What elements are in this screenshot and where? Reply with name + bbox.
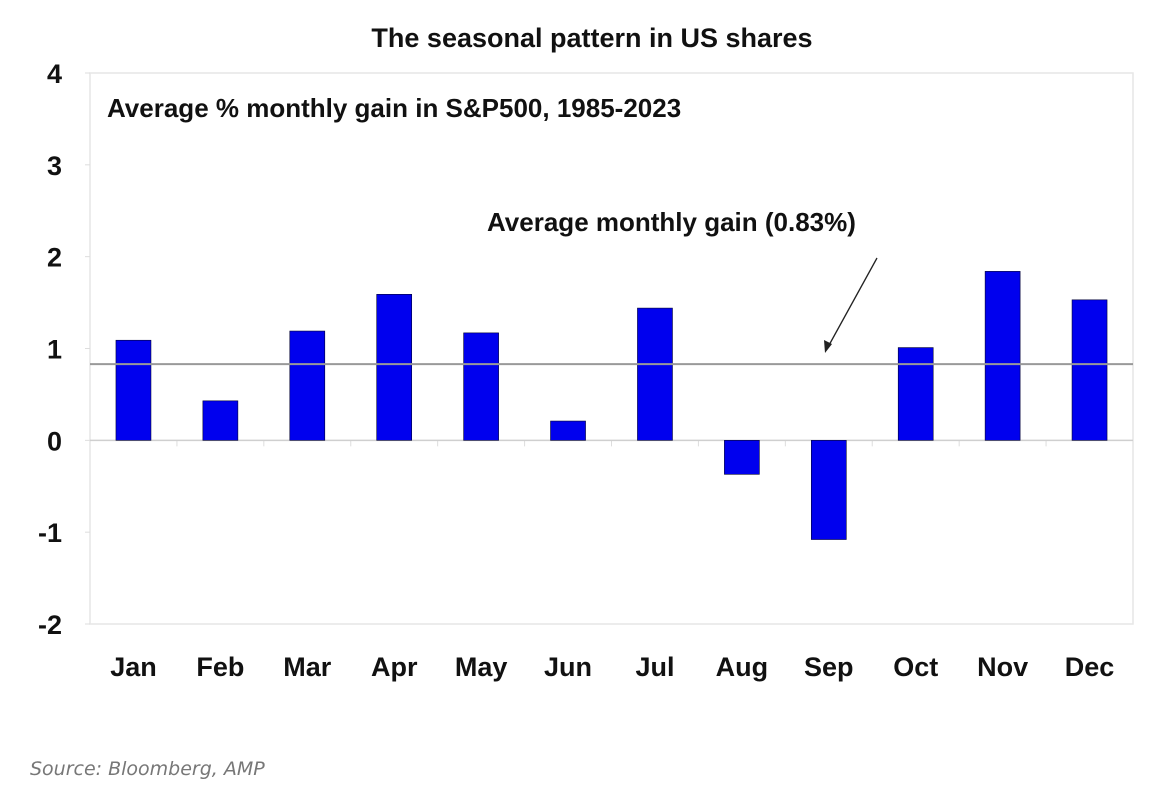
annotation-arrow: [824, 257, 878, 353]
bar-dec: [1071, 299, 1108, 441]
x-tick-label: Jan: [110, 652, 157, 682]
x-tick-label: Jun: [544, 652, 592, 682]
y-tick-label: 1: [47, 335, 62, 365]
x-tick-label: Sep: [804, 652, 854, 682]
x-tick-label: Dec: [1065, 652, 1115, 682]
bar-aug: [724, 440, 760, 475]
bar-sep: [810, 440, 847, 540]
bar-jul: [637, 307, 673, 441]
y-tick-label: 3: [47, 151, 62, 181]
x-tick-label: Feb: [196, 652, 244, 682]
y-tick-label: -1: [38, 518, 62, 548]
y-tick-label: -2: [38, 610, 62, 640]
x-tick-label: Apr: [371, 652, 418, 682]
bar-jan: [115, 339, 152, 441]
bar-nov: [984, 271, 1021, 441]
x-tick-label: Aug: [716, 652, 768, 682]
bar-oct: [897, 347, 934, 441]
bar-mar: [289, 330, 326, 441]
chart-title: The seasonal pattern in US shares: [371, 23, 812, 53]
x-tick-label: Oct: [893, 652, 938, 682]
y-tick-label: 0: [47, 426, 62, 456]
y-tick-label: 2: [47, 243, 62, 273]
bar-may: [463, 332, 499, 441]
average-annotation: Average monthly gain (0.83%): [487, 207, 856, 237]
x-tick-label: Jul: [635, 652, 674, 682]
x-tick-label: Nov: [977, 652, 1028, 682]
x-tick-label: May: [455, 652, 508, 682]
bar-feb: [202, 400, 239, 441]
y-tick-label: 4: [47, 59, 62, 89]
chart-subtitle: Average % monthly gain in S&P500, 1985-2…: [107, 93, 681, 123]
source-note: Source: Bloomberg, AMP: [30, 758, 265, 780]
bar-apr: [376, 294, 413, 441]
plot-area: [89, 72, 1134, 625]
x-tick-label: Mar: [283, 652, 332, 682]
bar-jun: [550, 420, 586, 441]
